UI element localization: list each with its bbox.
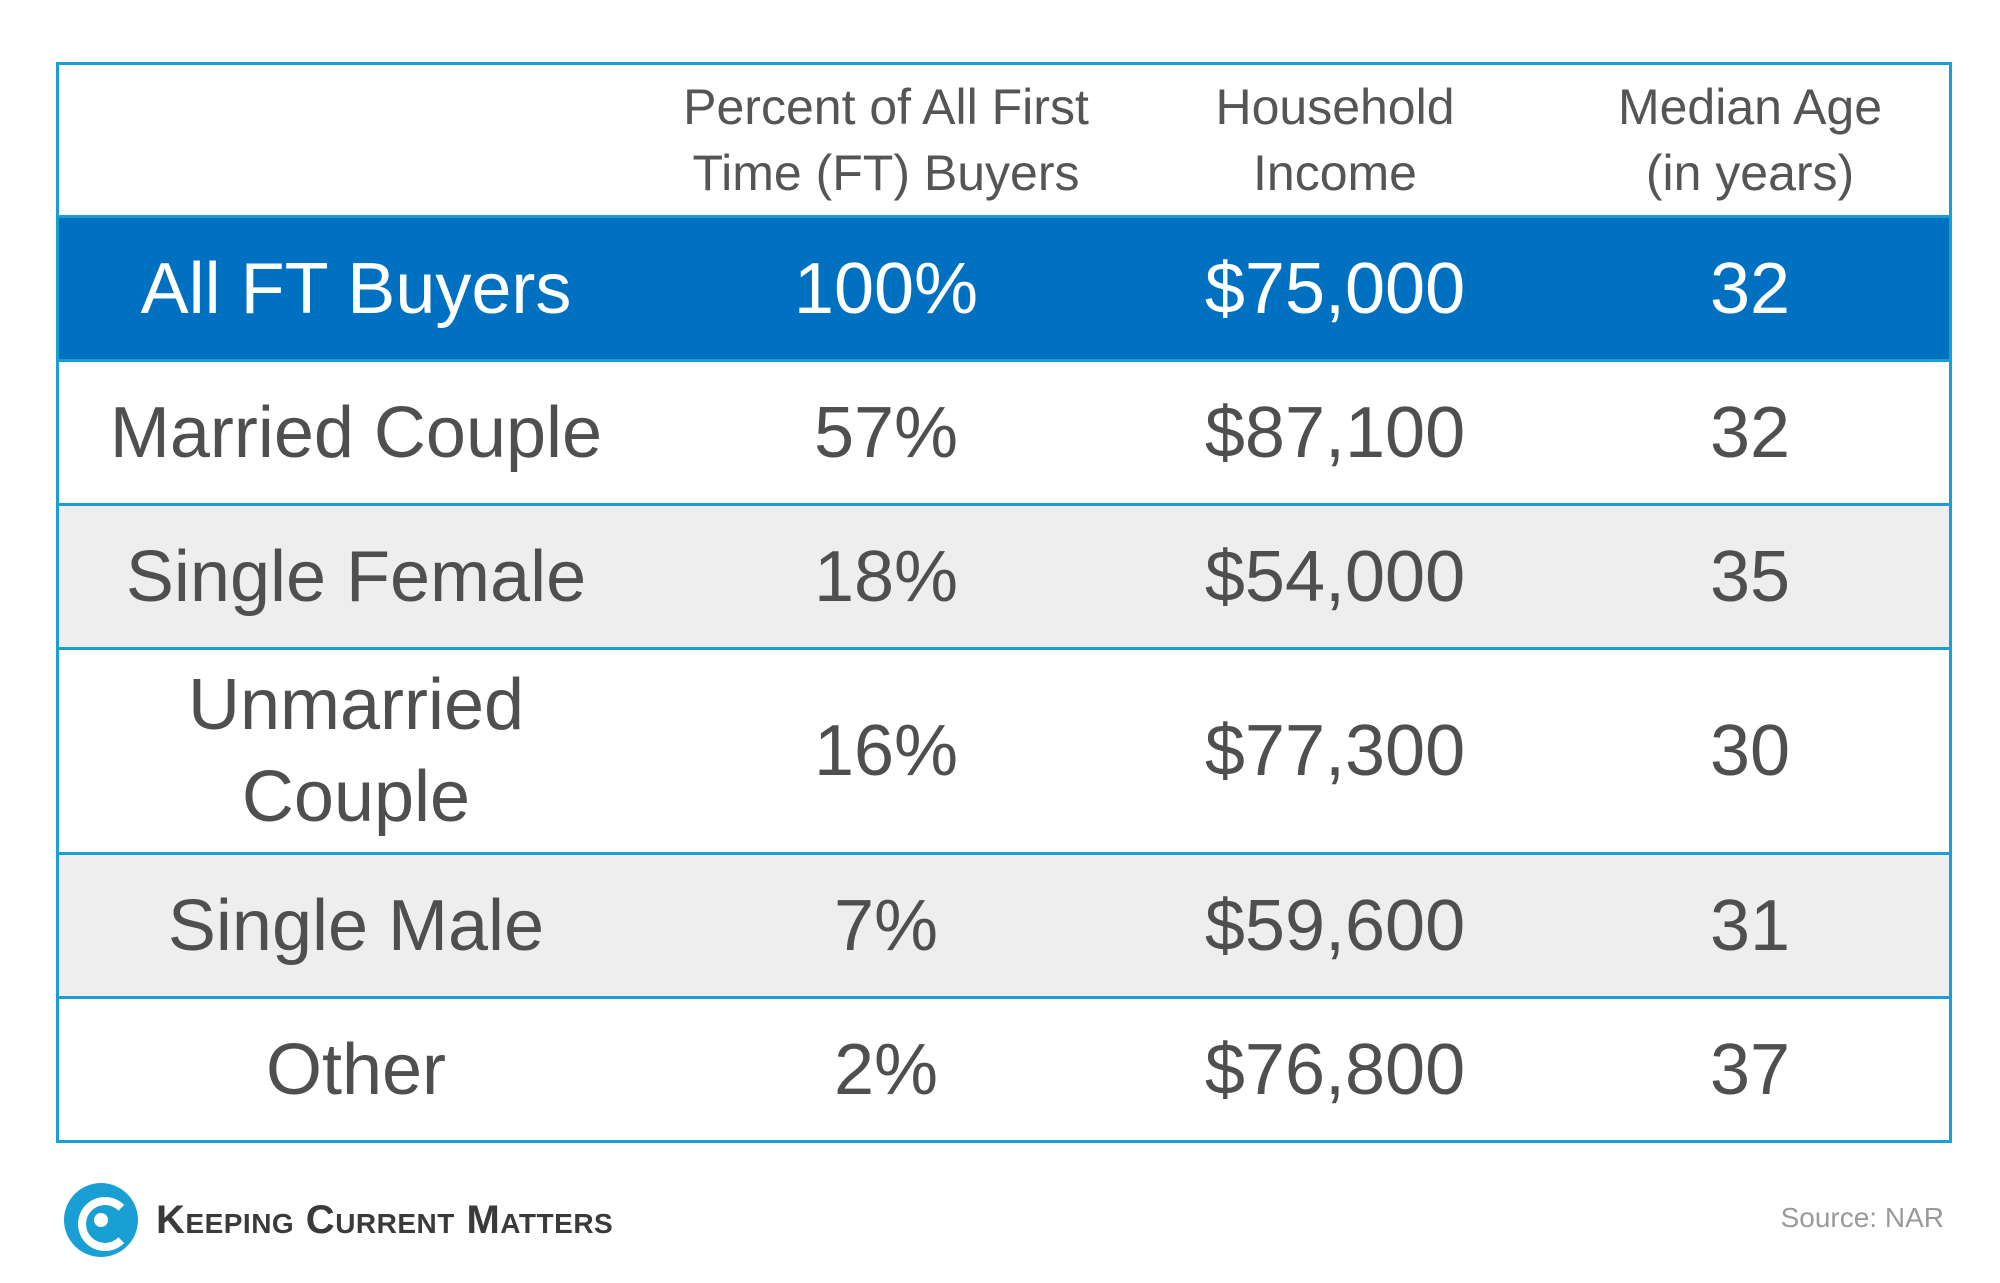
source-note: Source: NAR bbox=[1780, 1202, 1944, 1233]
income-cell: $77,300 bbox=[1204, 711, 1466, 791]
income-cell: $87,100 bbox=[1204, 392, 1466, 473]
logo: Keeping Current Matters bbox=[64, 1180, 613, 1260]
footer: Keeping Current Matters Source: NAR bbox=[64, 1180, 1944, 1260]
table-row: Single Female 18% $54,000 35 bbox=[59, 503, 1949, 647]
table-row: Other 2% $76,800 37 bbox=[59, 996, 1949, 1140]
percent-cell: 18% bbox=[813, 536, 959, 617]
row-label: Married Couple bbox=[109, 392, 603, 473]
age-cell: 31 bbox=[1709, 885, 1791, 966]
age-cell: 32 bbox=[1709, 392, 1791, 473]
header-percent: Percent of All First Time (FT) Buyers bbox=[683, 79, 1089, 201]
percent-cell: 100% bbox=[793, 248, 979, 329]
row-label: Single Male bbox=[167, 885, 545, 966]
row-label: All FT Buyers bbox=[140, 248, 572, 329]
row-label: Unmarried Couple bbox=[187, 665, 525, 837]
age-cell: 30 bbox=[1709, 711, 1791, 791]
logo-text: Keeping Current Matters bbox=[156, 1197, 614, 1242]
header-median-age: Median Age (in years) bbox=[1617, 79, 1883, 201]
income-cell: $76,800 bbox=[1204, 1029, 1466, 1110]
spiral-logo-icon bbox=[64, 1183, 138, 1257]
income-cell: $59,600 bbox=[1204, 885, 1466, 966]
header-income: Household Income bbox=[1215, 79, 1455, 201]
table-row: Single Male 7% $59,600 31 bbox=[59, 852, 1949, 996]
age-cell: 32 bbox=[1709, 248, 1791, 329]
income-cell: $75,000 bbox=[1204, 248, 1466, 329]
row-label: Single Female bbox=[125, 536, 587, 617]
table-header: Percent of All First Time (FT) Buyers Ho… bbox=[59, 65, 1949, 215]
data-table: Percent of All First Time (FT) Buyers Ho… bbox=[56, 62, 1952, 1143]
percent-cell: 7% bbox=[833, 885, 939, 966]
age-cell: 35 bbox=[1709, 536, 1791, 617]
table-row: All FT Buyers 100% $75,000 32 bbox=[59, 215, 1949, 359]
percent-cell: 57% bbox=[813, 392, 959, 473]
table-row: Married Couple 57% $87,100 32 bbox=[59, 359, 1949, 503]
table-row: Unmarried Couple 16% $77,300 30 bbox=[59, 647, 1949, 852]
income-cell: $54,000 bbox=[1204, 536, 1466, 617]
header-empty-cell bbox=[59, 65, 653, 215]
age-cell: 37 bbox=[1709, 1029, 1791, 1110]
percent-cell: 16% bbox=[813, 711, 959, 791]
percent-cell: 2% bbox=[833, 1029, 939, 1110]
row-label: Other bbox=[265, 1029, 447, 1110]
